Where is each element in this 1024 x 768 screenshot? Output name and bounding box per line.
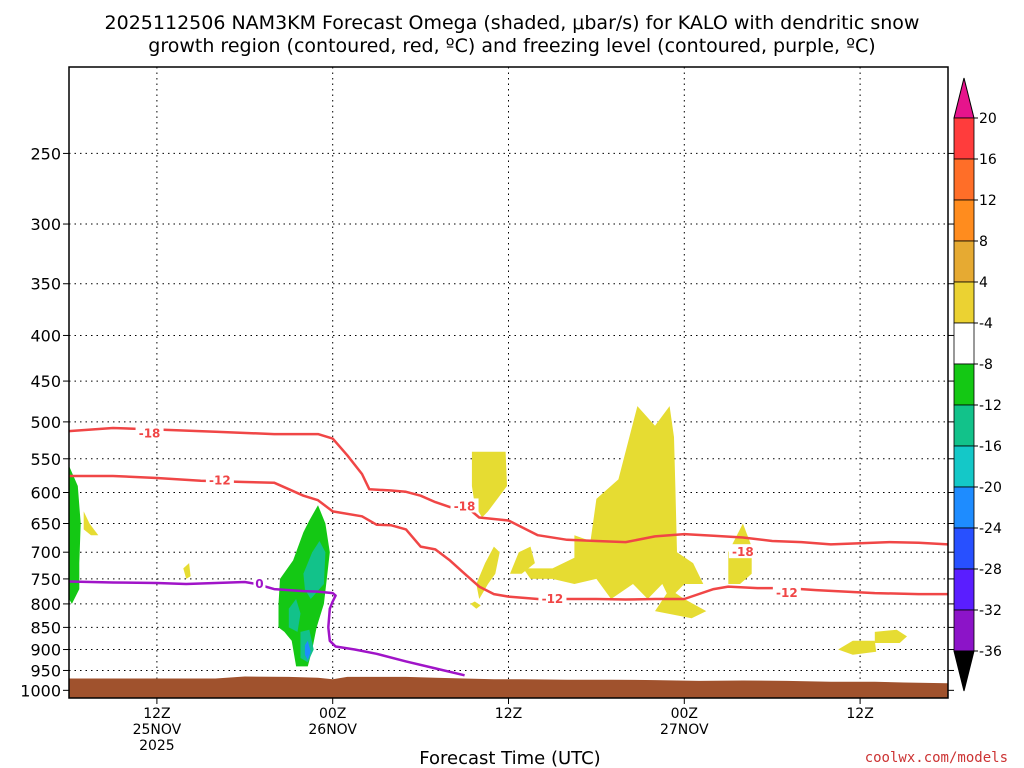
omega-region-0 bbox=[69, 465, 81, 604]
y-tick-label-700: 700 bbox=[30, 543, 61, 562]
contour-label-bg-1-1 bbox=[538, 591, 567, 606]
y-tick-label-250: 250 bbox=[30, 144, 61, 163]
colorbar-seg-3 bbox=[953, 240, 975, 283]
y-tick-label-650: 650 bbox=[30, 514, 61, 533]
colorbar-label-2: 12 bbox=[979, 193, 997, 209]
omega-region-10 bbox=[476, 546, 500, 599]
contour-label-bg-1-2 bbox=[772, 585, 801, 600]
y-tick-label-400: 400 bbox=[30, 326, 61, 345]
contour-label-bg-0-2 bbox=[728, 544, 757, 559]
y-tick-label-1000: 1000 bbox=[20, 681, 61, 700]
contour-label-bg-0-0 bbox=[135, 425, 164, 440]
colorbar-label-10: -24 bbox=[979, 521, 1002, 537]
colorbar-label-1: 16 bbox=[979, 152, 997, 168]
contour-label-bg-1-0 bbox=[205, 472, 234, 487]
y-axis: 250 300 350 400 450 500 550 600 650 700 750 800 850 9… bbox=[20, 144, 954, 700]
y-tick-label-300: 300 bbox=[30, 215, 61, 234]
colorbar-seg-7 bbox=[953, 404, 975, 447]
colorbar-seg-2 bbox=[953, 199, 975, 242]
omega-region-11 bbox=[510, 546, 535, 574]
colorbar-seg-1 bbox=[953, 158, 975, 201]
dgz-contour-1 bbox=[69, 474, 948, 601]
y-tick-label-750: 750 bbox=[30, 570, 61, 589]
colorbar-seg-0 bbox=[953, 117, 975, 160]
omega-region-9 bbox=[471, 451, 507, 518]
colorbar-label-3: 8 bbox=[979, 234, 988, 250]
x-tick-label-0: 12Z bbox=[143, 706, 170, 722]
y-tick-label-850: 850 bbox=[30, 618, 61, 637]
colorbar: 20 16 12 8 4 -4 -8 -12 -16 -20 -24 -28 -32 -36 bbox=[953, 77, 1002, 692]
x-tick-date-3: 27NOV bbox=[660, 722, 709, 738]
x-tick-date-0: 25NOV bbox=[133, 722, 182, 738]
colorbar-seg-11 bbox=[953, 568, 975, 611]
y-tick-label-350: 350 bbox=[30, 275, 61, 294]
contour-label-1-1: -12 bbox=[542, 592, 564, 606]
omega-region-16 bbox=[838, 640, 877, 655]
omega-region-5 bbox=[304, 640, 311, 661]
colorbar-seg-6 bbox=[953, 363, 975, 406]
terrain-fill bbox=[69, 676, 948, 698]
x-tick-label-3: 00Z bbox=[671, 706, 698, 722]
colorbar-seg-10 bbox=[953, 527, 975, 570]
contour-label-1-2: -12 bbox=[776, 586, 798, 600]
colorbar-label-7: -12 bbox=[979, 398, 1002, 414]
credit-text: coolwx.com/models bbox=[865, 750, 1008, 766]
colorbar-seg-12 bbox=[953, 609, 975, 652]
contour-label-0-0: -18 bbox=[139, 426, 161, 440]
contour-label-bg-2-0 bbox=[253, 576, 266, 591]
contour-label-0-2: -18 bbox=[732, 545, 754, 559]
omega-region-15 bbox=[874, 629, 907, 643]
colorbar-label-4: 4 bbox=[979, 275, 988, 291]
dgz-contour-0 bbox=[69, 426, 948, 546]
contour-label-0-1: -18 bbox=[454, 499, 476, 513]
x-tick-date-1: 26NOV bbox=[308, 722, 357, 738]
x-tick-label-4: 12Z bbox=[846, 706, 873, 722]
y-tick-label-600: 600 bbox=[30, 483, 61, 502]
colorbar-label-6: -8 bbox=[979, 357, 993, 373]
y-tick-label-500: 500 bbox=[30, 413, 61, 432]
contour-label-1-0: -12 bbox=[209, 474, 231, 488]
omega-region-7 bbox=[183, 563, 191, 579]
colorbar-label-5: -4 bbox=[979, 316, 993, 332]
plot-inner: -18 -18 -18 -12 -12 -12 0 bbox=[69, 67, 948, 698]
plot-area: -18 -18 -18 -12 -12 -12 0 bbox=[68, 66, 949, 699]
x-tick-label-2: 12Z bbox=[495, 706, 522, 722]
colorbar-bottom-arrow bbox=[953, 650, 975, 692]
x-tick-year-0: 2025 bbox=[139, 738, 175, 754]
colorbar-label-0: 20 bbox=[979, 111, 997, 127]
colorbar-label-8: -16 bbox=[979, 439, 1002, 455]
colorbar-label-12: -32 bbox=[979, 603, 1002, 619]
y-tick-label-800: 800 bbox=[30, 595, 61, 614]
colorbar-seg-9 bbox=[953, 486, 975, 529]
omega-region-6 bbox=[83, 511, 99, 536]
contour-label-bg-0-1 bbox=[450, 498, 479, 513]
contour-label-2-0: 0 bbox=[255, 577, 263, 591]
colorbar-seg-4 bbox=[953, 281, 975, 324]
y-tick-label-900: 900 bbox=[30, 641, 61, 660]
y-tick-label-450: 450 bbox=[30, 372, 61, 391]
chart-title-line-2: growth region (contoured, red, ºC) and f… bbox=[148, 35, 875, 57]
colorbar-label-9: -20 bbox=[979, 480, 1002, 496]
colorbar-top-arrow bbox=[953, 77, 975, 119]
omega-region-8 bbox=[470, 601, 481, 609]
colorbar-label-11: -28 bbox=[979, 562, 1002, 578]
x-tick-label-1: 00Z bbox=[319, 706, 346, 722]
chart-title-line-1: 2025112506 NAM3KM Forecast Omega (shaded… bbox=[105, 12, 920, 34]
freezing-contour-2 bbox=[69, 580, 465, 677]
omega-region-13 bbox=[655, 589, 707, 619]
omega-region-12 bbox=[523, 406, 704, 599]
y-tick-label-550: 550 bbox=[30, 450, 61, 469]
y-tick-label-950: 950 bbox=[30, 661, 61, 680]
colorbar-label-13: -36 bbox=[979, 644, 1002, 660]
omega-region-3 bbox=[288, 599, 301, 632]
colorbar-seg-8 bbox=[953, 445, 975, 488]
omega-region-2 bbox=[303, 541, 326, 599]
x-axis-label: Forecast Time (UTC) bbox=[419, 748, 600, 768]
colorbar-seg-5 bbox=[953, 322, 975, 365]
